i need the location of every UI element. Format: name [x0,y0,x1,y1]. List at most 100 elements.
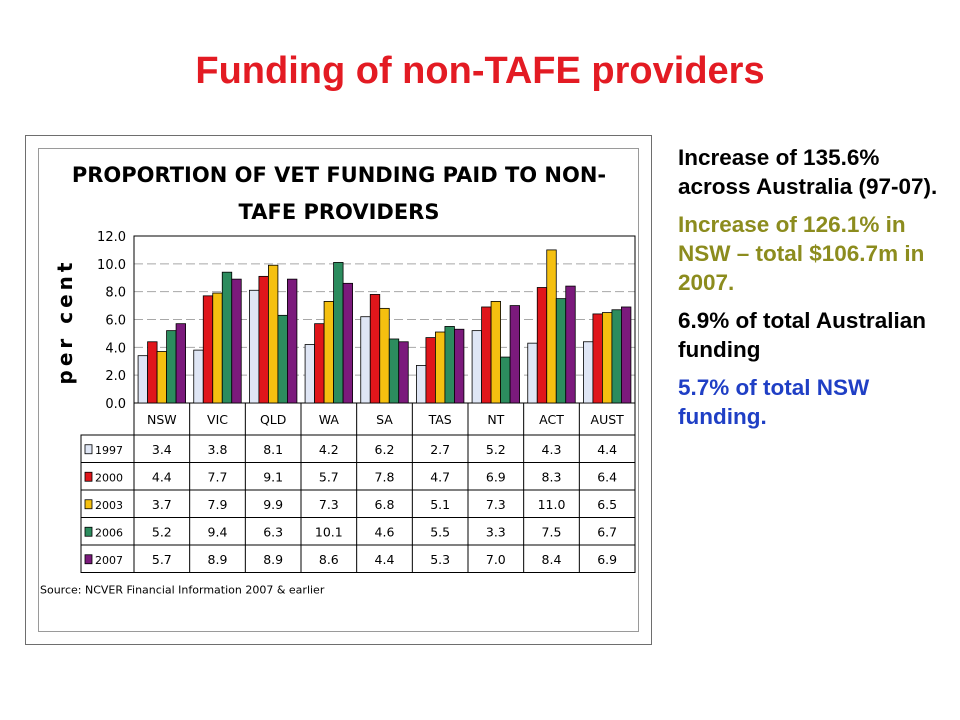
data-label-2007-SA: 4.4 [375,552,395,567]
legend-swatch-2006 [84,526,93,537]
y-tick-label: 4.0 [105,341,126,356]
chart-frame: PROPORTION OF VET FUNDING PAID TO NON- TA… [25,135,652,645]
bar-2003-TAS [435,331,446,404]
data-label-1997-NSW: 3.4 [152,442,172,457]
bar-2003-VIC [212,292,223,404]
data-label-1997-TAS: 2.7 [430,442,450,457]
data-label-2006-VIC: 9.4 [208,524,228,539]
bar-2000-AUST [592,313,603,404]
data-label-1997-AUST: 4.4 [597,442,617,457]
data-label-2003-TAS: 5.1 [430,497,450,512]
bar-2000-WA [314,323,325,404]
data-label-2000-TAS: 4.7 [430,469,450,484]
data-label-2006-QLD: 6.3 [263,524,283,539]
data-label-2007-NSW: 5.7 [152,552,172,567]
legend-swatch-2003 [84,499,93,510]
data-label-1997-SA: 6.2 [375,442,395,457]
note-australian-share: 6.9% of total Australian funding [678,308,926,362]
data-label-1997-QLD: 8.1 [263,442,283,457]
legend-label-1997: 1997 [95,444,123,457]
bar-2006-NSW [166,330,177,404]
bar-2003-WA [323,301,334,404]
data-label-2000-QLD: 9.1 [263,469,283,484]
bar-2007-VIC [231,278,242,404]
data-label-2003-ACT: 11.0 [538,497,566,512]
data-label-1997-ACT: 4.3 [542,442,562,457]
data-label-2000-SA: 7.8 [375,469,395,484]
bar-2003-AUST [602,312,613,404]
data-label-2000-NSW: 4.4 [152,469,172,484]
data-label-2003-AUST: 6.5 [597,497,617,512]
data-label-2000-ACT: 8.3 [542,469,562,484]
bar-2006-WA [333,262,344,404]
data-label-2006-NT: 3.3 [486,524,506,539]
bar-2006-QLD [277,314,288,404]
bar-2003-ACT [546,249,557,404]
data-label-2006-TAS: 5.5 [430,524,450,539]
data-label-2003-VIC: 7.9 [208,497,228,512]
bar-2007-NT [509,305,520,404]
bar-2000-VIC [202,295,214,404]
legend-swatch-2007 [84,554,93,565]
bar-2006-NT [500,356,511,404]
legend-label-2006: 2006 [95,526,123,539]
bar-2000-NSW [147,341,158,404]
bar-2006-TAS [444,326,455,404]
note-australia-increase: Increase of 135.6% across Australia (97-… [678,145,938,199]
data-label-2003-NSW: 3.7 [152,497,172,512]
chart-source: Source: NCVER Financial Information 2007… [40,584,325,597]
data-label-2003-WA: 7.3 [319,497,339,512]
chart-inner-border [38,148,639,632]
bar-2007-ACT [565,285,576,404]
bar-2006-VIC [221,271,233,404]
y-tick-label: 10.0 [97,258,126,273]
bar-2003-NT [490,301,501,404]
data-label-2003-QLD: 9.9 [263,497,283,512]
category-label-aust: AUST [591,412,625,427]
category-label-wa: WA [319,412,340,427]
bar-2000-QLD [258,275,269,404]
bar-2007-WA [342,282,353,404]
data-label-2006-ACT: 7.5 [542,524,562,539]
note-nsw-share: 5.7% of total NSW funding. [678,375,870,429]
data-label-2007-NT: 7.0 [486,552,506,567]
data-label-2000-NT: 6.9 [486,469,506,484]
bar-1997-VIC [193,349,204,404]
slide-title: Funding of non-TAFE providers [195,50,765,92]
chart-title-line-1: PROPORTION OF VET FUNDING PAID TO NON- [72,163,606,187]
bar-1997-AUST [583,341,594,404]
bar-2003-SA [379,307,390,404]
data-label-2006-AUST: 6.7 [597,524,617,539]
category-label-qld: QLD [260,412,286,427]
bar-2007-AUST [621,306,632,404]
data-label-2006-SA: 4.6 [375,524,395,539]
bar-2007-SA [398,341,409,404]
note-nsw-increase: Increase of 126.1% in NSW – total $106.7… [678,212,925,295]
legend-label-2003: 2003 [95,499,123,512]
bar-2007-NSW [175,323,186,404]
bar-chart: PROPORTION OF VET FUNDING PAID TO NON- TA… [40,163,636,597]
bar-1997-SA [360,316,371,404]
category-label-nsw: NSW [147,412,177,427]
bar-2006-SA [388,338,400,404]
legend-label-2007: 2007 [95,554,123,567]
category-label-sa: SA [376,412,393,427]
data-label-2007-VIC: 8.9 [208,552,228,567]
bar-1997-WA [304,344,315,404]
data-label-2006-WA: 10.1 [315,524,343,539]
bar-1997-TAS [416,365,427,404]
data-label-2000-AUST: 6.4 [597,469,617,484]
bar-2007-TAS [454,328,465,404]
bar-1997-ACT [527,342,538,404]
bar-2003-NSW [156,351,167,404]
category-label-nt: NT [487,412,504,427]
y-tick-label: 12.0 [97,230,126,245]
data-label-1997-NT: 5.2 [486,442,506,457]
data-label-2000-VIC: 7.7 [208,469,228,484]
y-tick-label: 6.0 [105,314,126,329]
data-label-1997-WA: 4.2 [319,442,339,457]
bar-2000-NT [481,306,492,404]
data-label-2003-NT: 7.3 [486,497,506,512]
legend-swatch-1997 [84,444,93,455]
data-label-2007-AUST: 6.9 [597,552,617,567]
